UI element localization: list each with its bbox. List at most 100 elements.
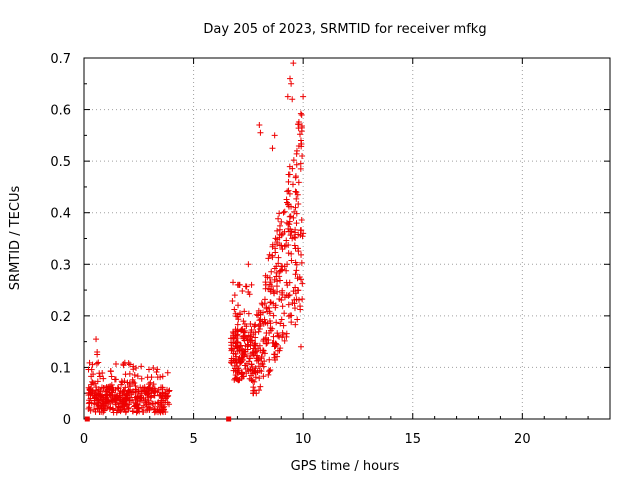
- data-point: [273, 269, 280, 276]
- data-point: [241, 333, 248, 340]
- data-point: [273, 283, 280, 290]
- data-point: [273, 263, 280, 270]
- chart-title: Day 205 of 2023, SRMTID for receiver mfk…: [203, 22, 486, 37]
- data-point: [265, 368, 272, 375]
- data-point: [299, 152, 306, 159]
- data-point: [292, 234, 299, 241]
- data-point: [164, 369, 171, 376]
- data-point: [274, 347, 281, 354]
- data-point: [294, 316, 301, 323]
- data-point: [114, 384, 121, 391]
- data-point: [266, 356, 273, 363]
- data-points: [84, 60, 307, 422]
- data-point: [145, 385, 152, 392]
- y-tick-labels: 0 0.1 0.2 0.3 0.4 0.5 0.6 0.7: [50, 52, 71, 428]
- data-point: [231, 335, 238, 342]
- data-point: [138, 388, 145, 395]
- data-point: [297, 110, 304, 117]
- data-point: [251, 341, 258, 348]
- data-point: [287, 312, 294, 319]
- data-point: [279, 334, 286, 341]
- data-point: [93, 336, 100, 343]
- data-point: [258, 300, 265, 307]
- data-point: [140, 395, 147, 402]
- data-point: [106, 406, 113, 413]
- data-point: [290, 288, 297, 295]
- data-point: [231, 292, 238, 299]
- data-point: [90, 380, 97, 387]
- data-point: [296, 131, 303, 138]
- data-point: [265, 371, 272, 378]
- data-point: [292, 188, 299, 195]
- data-point: [138, 363, 145, 370]
- data-point: [232, 372, 239, 379]
- data-point: [139, 384, 146, 391]
- data-point: [132, 364, 139, 371]
- data-point: [253, 357, 260, 364]
- data-point: [118, 406, 125, 413]
- data-point: [159, 397, 166, 404]
- y-tick-label: 0.7: [50, 52, 71, 67]
- data-point: [88, 400, 95, 407]
- data-point: [295, 118, 302, 125]
- data-point: [263, 340, 270, 347]
- data-point: [235, 316, 242, 323]
- data-point: [236, 376, 243, 383]
- data-point: [89, 378, 96, 385]
- data-point: [150, 381, 157, 388]
- data-point: [85, 392, 92, 399]
- data-point: [231, 376, 238, 383]
- data-point: [294, 287, 301, 294]
- data-point: [277, 320, 284, 327]
- data-point: [278, 242, 285, 249]
- data-point: [117, 388, 124, 395]
- data-point: [294, 245, 301, 252]
- data-point: [292, 284, 299, 291]
- data-point: [250, 331, 257, 338]
- data-point: [234, 327, 241, 334]
- x-tick-label: 10: [295, 432, 312, 447]
- data-point-square: [226, 416, 232, 422]
- data-point: [95, 359, 102, 366]
- data-point: [256, 317, 263, 324]
- data-point: [239, 369, 246, 376]
- data-point: [270, 312, 277, 319]
- data-point: [281, 243, 288, 250]
- y-axis-label: SRMTID / TECUs: [8, 186, 23, 291]
- data-point: [241, 308, 248, 315]
- data-point: [122, 384, 129, 391]
- y-tick-label: 0.4: [50, 207, 71, 222]
- data-point: [281, 294, 288, 301]
- data-point: [268, 268, 275, 275]
- data-point: [281, 310, 288, 317]
- data-point: [123, 408, 130, 415]
- data-point: [87, 395, 94, 402]
- data-point: [137, 392, 144, 399]
- data-point: [250, 352, 257, 359]
- data-point: [237, 310, 244, 317]
- data-point: [87, 407, 94, 414]
- y-tick-label: 0.6: [50, 104, 71, 119]
- data-point: [234, 321, 241, 328]
- x-axis-label: GPS time / hours: [291, 459, 400, 474]
- data-point: [285, 301, 292, 308]
- data-point: [292, 204, 299, 211]
- data-point: [233, 353, 240, 360]
- data-point: [146, 405, 153, 412]
- data-point: [291, 300, 298, 307]
- data-point: [240, 318, 247, 325]
- data-point: [297, 343, 304, 350]
- data-point: [263, 305, 270, 312]
- data-point: [121, 378, 128, 385]
- data-point: [138, 375, 145, 382]
- data-point: [289, 181, 296, 188]
- data-point: [250, 387, 257, 394]
- data-point: [277, 267, 284, 274]
- data-point: [299, 280, 306, 287]
- data-point: [298, 112, 305, 119]
- data-point: [285, 201, 292, 208]
- data-point: [164, 399, 171, 406]
- data-point: [233, 359, 240, 366]
- y-tick-label: 0.5: [50, 155, 71, 170]
- data-point: [85, 384, 92, 391]
